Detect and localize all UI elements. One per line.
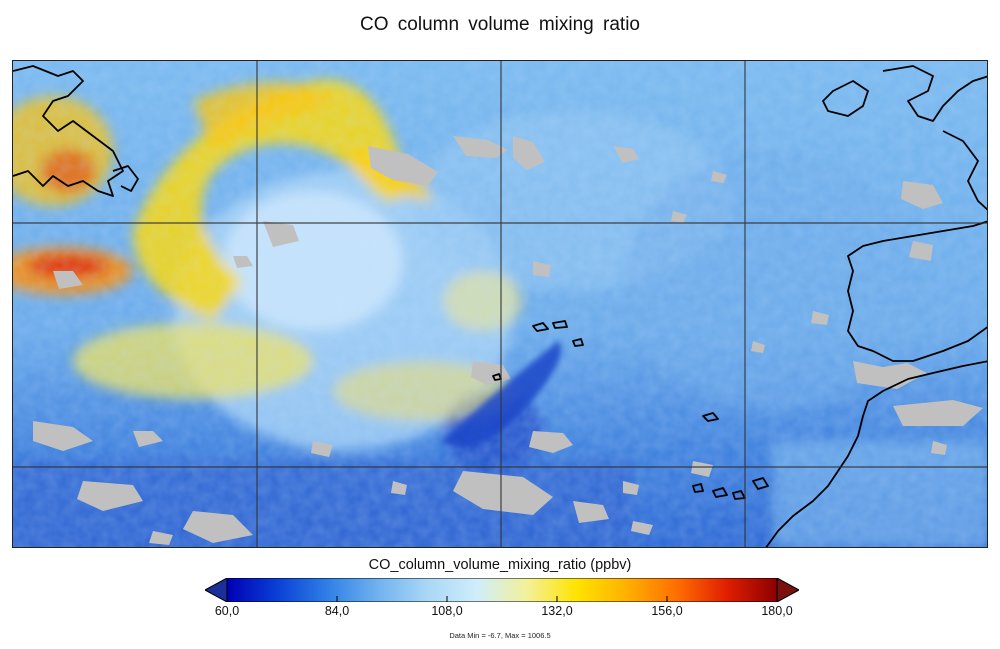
coastline-africa: [765, 360, 987, 547]
data-range-note: Data Min = -6.7, Max = 1006.5: [449, 631, 551, 640]
colorbar-tick-label: 132,0: [541, 604, 573, 618]
coastlines: [13, 65, 987, 547]
map-grid: [13, 61, 987, 547]
colorbar-label: CO_column_volume_mixing_ratio (ppbv): [368, 557, 632, 573]
low-co-streak: [443, 341, 561, 448]
coastline-island-a: [112, 165, 139, 192]
coastline-madeira: [702, 412, 719, 422]
coastline-iberia: [847, 220, 987, 362]
map-title: CO column volume mixing ratio: [360, 14, 640, 35]
colorbar-tick-label: 108,0: [431, 604, 463, 618]
colorbar-tick-label: 180,0: [761, 604, 793, 618]
coastline-canary-islands: [692, 477, 769, 500]
coastline-britain: [882, 65, 987, 122]
colorbar: [205, 578, 799, 602]
no-data-patches: [33, 136, 983, 545]
coastline-newfoundland: [13, 65, 124, 197]
colorbar-tick-label: 84,0: [324, 604, 350, 618]
map-canvas: [13, 61, 987, 547]
colorbar-tick-label: 60,0: [214, 604, 240, 618]
colorbar-over-arrow: [776, 578, 799, 602]
colorbar-gradient: [226, 578, 778, 602]
coastline-azores: [532, 320, 584, 347]
coastline-france: [942, 130, 987, 211]
coastline-ireland: [822, 80, 869, 117]
colorbar-tick-label: 156,0: [651, 604, 683, 618]
co-mixing-ratio-map: [12, 60, 988, 548]
colorbar-under-arrow: [205, 578, 228, 602]
